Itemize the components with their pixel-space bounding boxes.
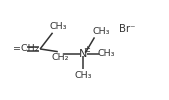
Text: ±: ± [83,45,90,54]
Text: CH₂: CH₂ [52,52,69,62]
Text: CH₃: CH₃ [50,22,67,31]
Text: Br⁻: Br⁻ [119,24,136,34]
Text: N: N [79,49,88,59]
Text: =CH₂: =CH₂ [13,44,39,54]
Text: CH₃: CH₃ [98,50,115,58]
Text: CH₃: CH₃ [92,27,110,36]
Text: CH₃: CH₃ [75,71,92,80]
